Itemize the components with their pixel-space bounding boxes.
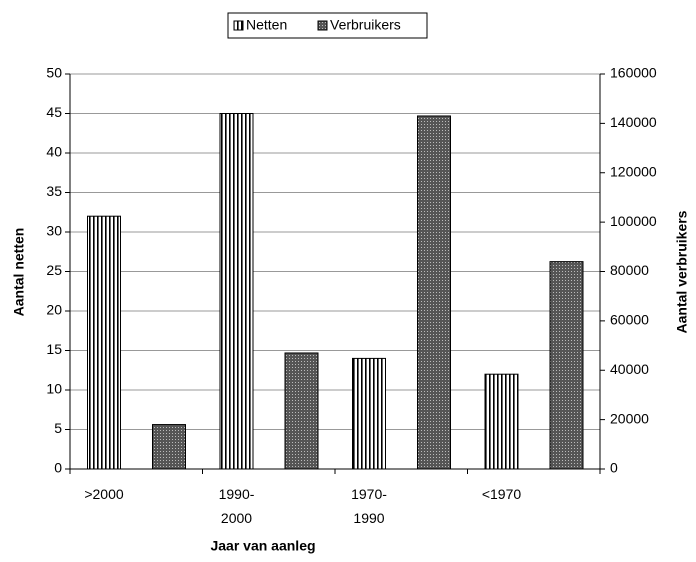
y2-tick-label: 0 [610, 460, 618, 476]
bar [87, 215, 121, 470]
y-tick-label: 30 [46, 223, 62, 239]
y-axis-title: Aantal netten [11, 228, 27, 317]
y2-tick-label: 60000 [610, 312, 649, 328]
x-tick-label: 1970-1990 [351, 486, 387, 526]
y2-tick-label: 100000 [610, 213, 657, 229]
bar [352, 357, 386, 470]
x-axis-title: Jaar van aanleg [210, 538, 315, 554]
x-tick-label: >2000 [84, 486, 124, 502]
y-tick-label: 5 [54, 420, 62, 436]
y-tick-label: 25 [46, 262, 62, 278]
y2-tick-label: 80000 [610, 262, 649, 278]
bar [219, 113, 254, 470]
x-tick-label: 1990-2000 [219, 486, 255, 526]
bar [152, 424, 186, 470]
y2-tick-label: 120000 [610, 163, 657, 179]
y2-tick-label: 40000 [610, 361, 649, 377]
legend-label: Netten [246, 17, 287, 33]
bar [484, 373, 519, 470]
y-tick-label: 15 [46, 341, 62, 357]
x-tick-label: <1970 [482, 486, 522, 502]
y2-tick-label: 160000 [610, 65, 657, 81]
y2-tick-label: 140000 [610, 114, 657, 130]
y2-axis-title: Aantal verbruikers [674, 210, 690, 333]
bar [549, 261, 584, 470]
legend-label: Verbruikers [330, 17, 401, 33]
bar [417, 115, 451, 470]
y-tick-label: 10 [46, 381, 62, 397]
legend-swatch [317, 20, 328, 31]
y-tick-label: 20 [46, 302, 62, 318]
bar [284, 352, 319, 470]
y2-tick-label: 20000 [610, 410, 649, 426]
legend-swatch [233, 20, 244, 31]
y-tick-label: 0 [54, 460, 62, 476]
legend-box [227, 12, 428, 39]
y-tick-label: 35 [46, 183, 62, 199]
y-tick-label: 45 [46, 104, 62, 120]
y-tick-label: 50 [46, 65, 62, 81]
y-tick-label: 40 [46, 144, 62, 160]
